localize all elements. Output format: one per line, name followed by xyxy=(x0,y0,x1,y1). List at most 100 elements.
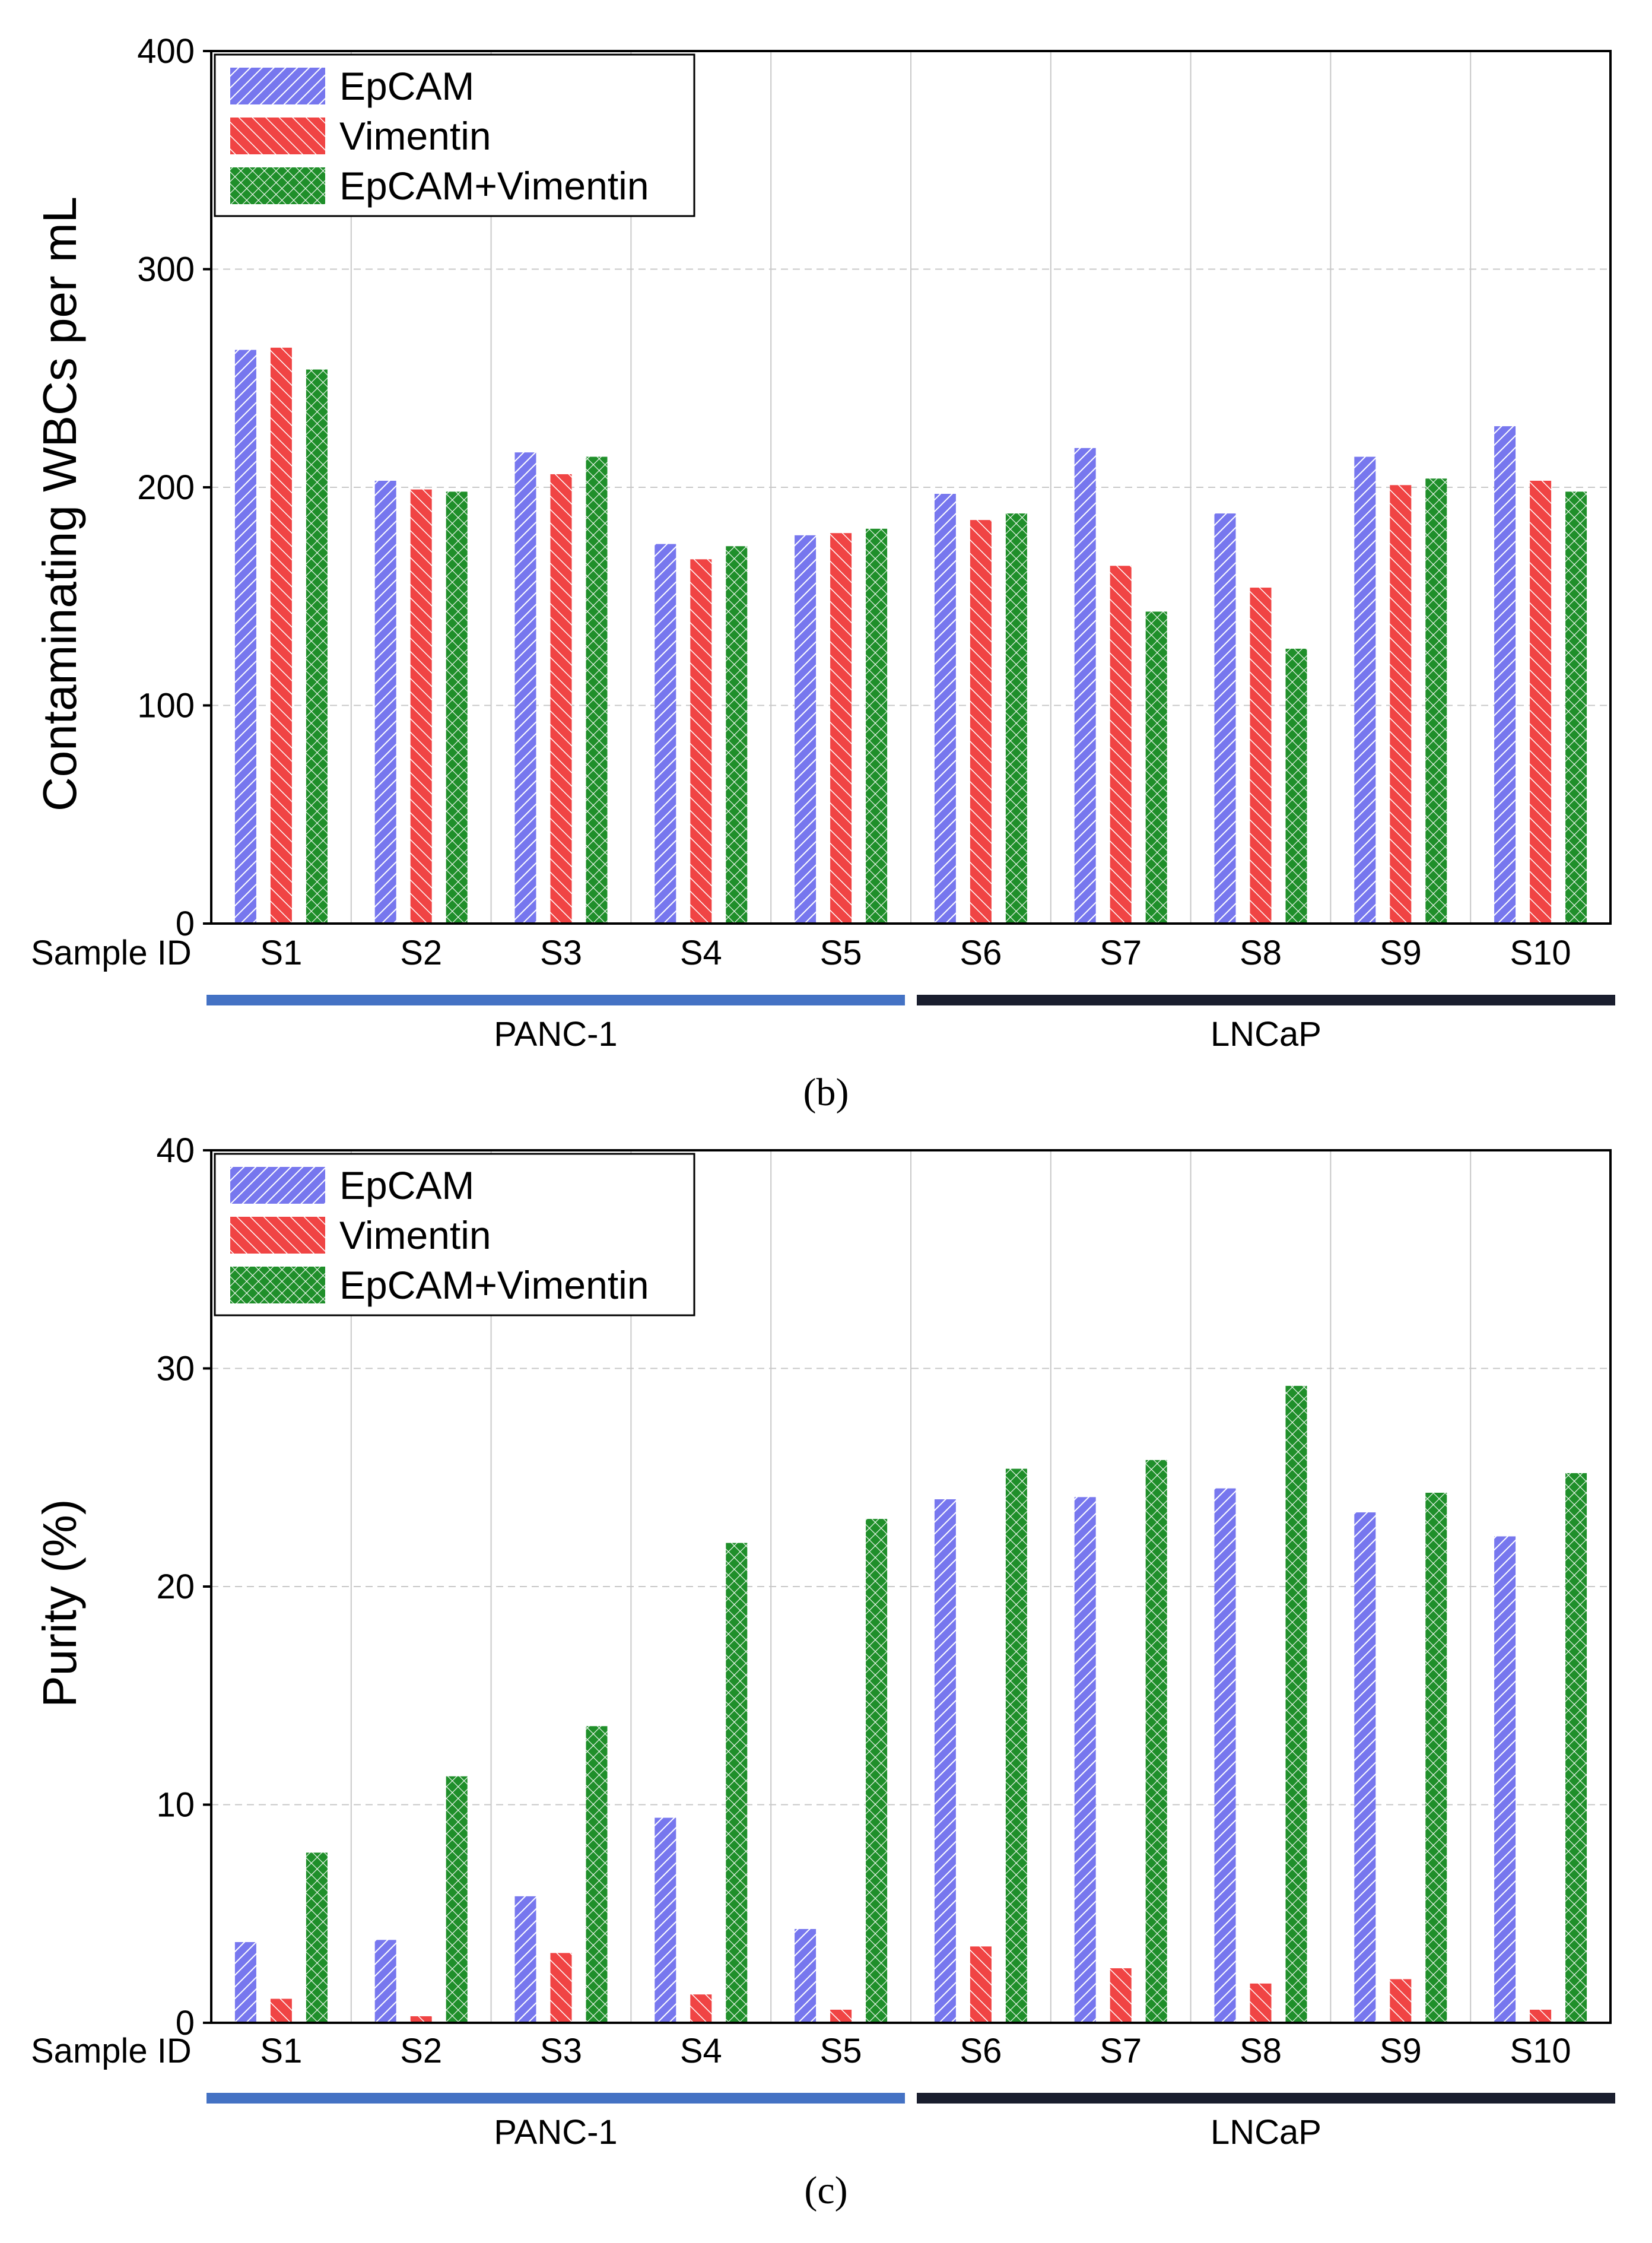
x-tick-label-s5: S5 xyxy=(820,2032,862,2070)
bar-epcam-plus-vimentin-s10 xyxy=(1565,1473,1587,2023)
bar-vimentin-s9 xyxy=(1390,1979,1412,2023)
group-label-lncap: LNCaP xyxy=(1211,2113,1321,2152)
legend-label-vimentin: Vimentin xyxy=(339,1213,491,1257)
legend-swatch-vimentin xyxy=(230,118,325,154)
y-tick-label: 30 xyxy=(156,1350,195,1388)
bar-vimentin-s1 xyxy=(270,347,292,924)
bar-vimentin-s2 xyxy=(410,2016,432,2023)
bar-epcam-plus-vimentin-s8 xyxy=(1285,648,1307,924)
bar-epcam-s1 xyxy=(234,350,256,924)
bar-epcam-s9 xyxy=(1354,456,1376,924)
legend-label-epcam-plus-vimentin: EpCAM+Vimentin xyxy=(339,164,649,208)
bar-epcam-s3 xyxy=(514,452,536,924)
bar-vimentin-s9 xyxy=(1390,485,1412,924)
bar-epcam-plus-vimentin-s5 xyxy=(866,528,888,924)
y-tick-label: 0 xyxy=(176,2004,195,2042)
bar-epcam-plus-vimentin-s10 xyxy=(1565,491,1587,924)
bar-epcam-s5 xyxy=(795,1928,817,2023)
legend-swatch-vimentin xyxy=(230,1217,325,1254)
group-label-panc-1: PANC-1 xyxy=(494,1015,617,1054)
x-tick-label-s6: S6 xyxy=(960,934,1002,972)
bar-vimentin-s2 xyxy=(410,489,432,924)
x-tick-label-s7: S7 xyxy=(1100,934,1142,972)
x-tick-label-s2: S2 xyxy=(400,2032,442,2070)
bar-vimentin-s3 xyxy=(550,474,572,924)
bar-vimentin-s10 xyxy=(1530,480,1552,924)
bar-vimentin-s1 xyxy=(270,1998,292,2023)
bar-vimentin-s4 xyxy=(690,559,712,924)
bar-epcam-plus-vimentin-s1 xyxy=(306,1852,328,2023)
x-tick-label-s3: S3 xyxy=(540,2032,582,2070)
legend-label-vimentin: Vimentin xyxy=(339,114,491,158)
bar-epcam-s7 xyxy=(1074,1497,1096,2023)
legend-swatch-epcam-plus-vimentin xyxy=(230,167,325,204)
panel-label-b: (b) xyxy=(803,1071,849,1114)
y-tick-label: 10 xyxy=(156,1786,195,1825)
chart-purity: 0 10 20 30 40 Purity (%) Sample ID S1 S2 S3 S4 S… xyxy=(31,1131,1615,2212)
legend-label-epcam: EpCAM xyxy=(339,64,474,108)
bar-epcam-plus-vimentin-s5 xyxy=(866,1519,888,2023)
group-bar-panc-1 xyxy=(206,995,905,1005)
bar-epcam-s3 xyxy=(514,1896,536,2023)
bar-vimentin-s6 xyxy=(970,520,992,924)
x-tick-label-s9: S9 xyxy=(1380,934,1422,972)
bar-epcam-s5 xyxy=(795,535,817,924)
legend-swatch-epcam-plus-vimentin xyxy=(230,1267,325,1303)
bar-epcam-s10 xyxy=(1494,426,1516,924)
bar-epcam-plus-vimentin-s8 xyxy=(1285,1385,1307,2023)
bar-vimentin-s5 xyxy=(830,2009,852,2023)
bar-epcam-plus-vimentin-s1 xyxy=(306,369,328,924)
x-tick-label-s1: S1 xyxy=(260,2032,302,2070)
bar-epcam-plus-vimentin-s7 xyxy=(1145,611,1167,924)
bar-epcam-s8 xyxy=(1214,513,1236,924)
sample-id-label: Sample ID xyxy=(31,2032,192,2070)
x-tick-label-s4: S4 xyxy=(680,2032,722,2070)
bar-epcam-plus-vimentin-s3 xyxy=(586,1726,608,2023)
y-tick-label: 400 xyxy=(137,32,195,71)
group-bar-lncap xyxy=(917,2093,1615,2104)
x-tick-label-s10: S10 xyxy=(1510,934,1571,972)
x-tick-label-s3: S3 xyxy=(540,934,582,972)
bar-epcam-plus-vimentin-s9 xyxy=(1425,1492,1447,2023)
legend-swatch-epcam xyxy=(230,1167,325,1204)
x-tick-label-s7: S7 xyxy=(1100,2032,1142,2070)
y-tick-label: 0 xyxy=(176,905,195,943)
bar-epcam-s8 xyxy=(1214,1488,1236,2023)
y-axis-label: Purity (%) xyxy=(33,1499,86,1707)
x-tick-label-s8: S8 xyxy=(1240,2032,1282,2070)
y-tick-label: 20 xyxy=(156,1568,195,1606)
x-tick-label-s10: S10 xyxy=(1510,2032,1571,2070)
x-tick-label-s8: S8 xyxy=(1240,934,1282,972)
y-tick-label: 200 xyxy=(137,468,195,507)
bar-epcam-s10 xyxy=(1494,1536,1516,2023)
y-tick-label: 100 xyxy=(137,687,195,725)
bar-epcam-plus-vimentin-s2 xyxy=(446,491,468,924)
bar-vimentin-s8 xyxy=(1250,588,1272,924)
legend: EpCAM Vimentin EpCAM+Vimentin xyxy=(214,53,695,217)
bar-epcam-plus-vimentin-s3 xyxy=(586,456,608,924)
bar-epcam-s4 xyxy=(655,544,676,924)
panel-label-c: (c) xyxy=(804,2169,847,2212)
bar-vimentin-s7 xyxy=(1110,566,1132,924)
bar-vimentin-s3 xyxy=(550,1953,572,2023)
bar-epcam-plus-vimentin-s2 xyxy=(446,1776,468,2023)
legend: EpCAM Vimentin EpCAM+Vimentin xyxy=(214,1153,695,1316)
bar-vimentin-s4 xyxy=(690,1994,712,2023)
bar-epcam-s2 xyxy=(374,1940,396,2023)
sample-id-label: Sample ID xyxy=(31,934,192,972)
bar-epcam-plus-vimentin-s9 xyxy=(1425,478,1447,924)
group-label-lncap: LNCaP xyxy=(1211,1015,1321,1054)
x-tick-label-s9: S9 xyxy=(1380,2032,1422,2070)
bar-epcam-s7 xyxy=(1074,448,1096,924)
y-axis-label: Contaminating WBCs per mL xyxy=(33,196,86,811)
bar-vimentin-s7 xyxy=(1110,1968,1132,2023)
bar-vimentin-s6 xyxy=(970,1946,992,2023)
bar-epcam-s9 xyxy=(1354,1512,1376,2023)
legend-swatch-epcam xyxy=(230,68,325,104)
group-bar-lncap xyxy=(917,995,1615,1005)
bar-epcam-s4 xyxy=(655,1817,676,2023)
x-tick-label-s1: S1 xyxy=(260,934,302,972)
bar-epcam-s2 xyxy=(374,480,396,924)
